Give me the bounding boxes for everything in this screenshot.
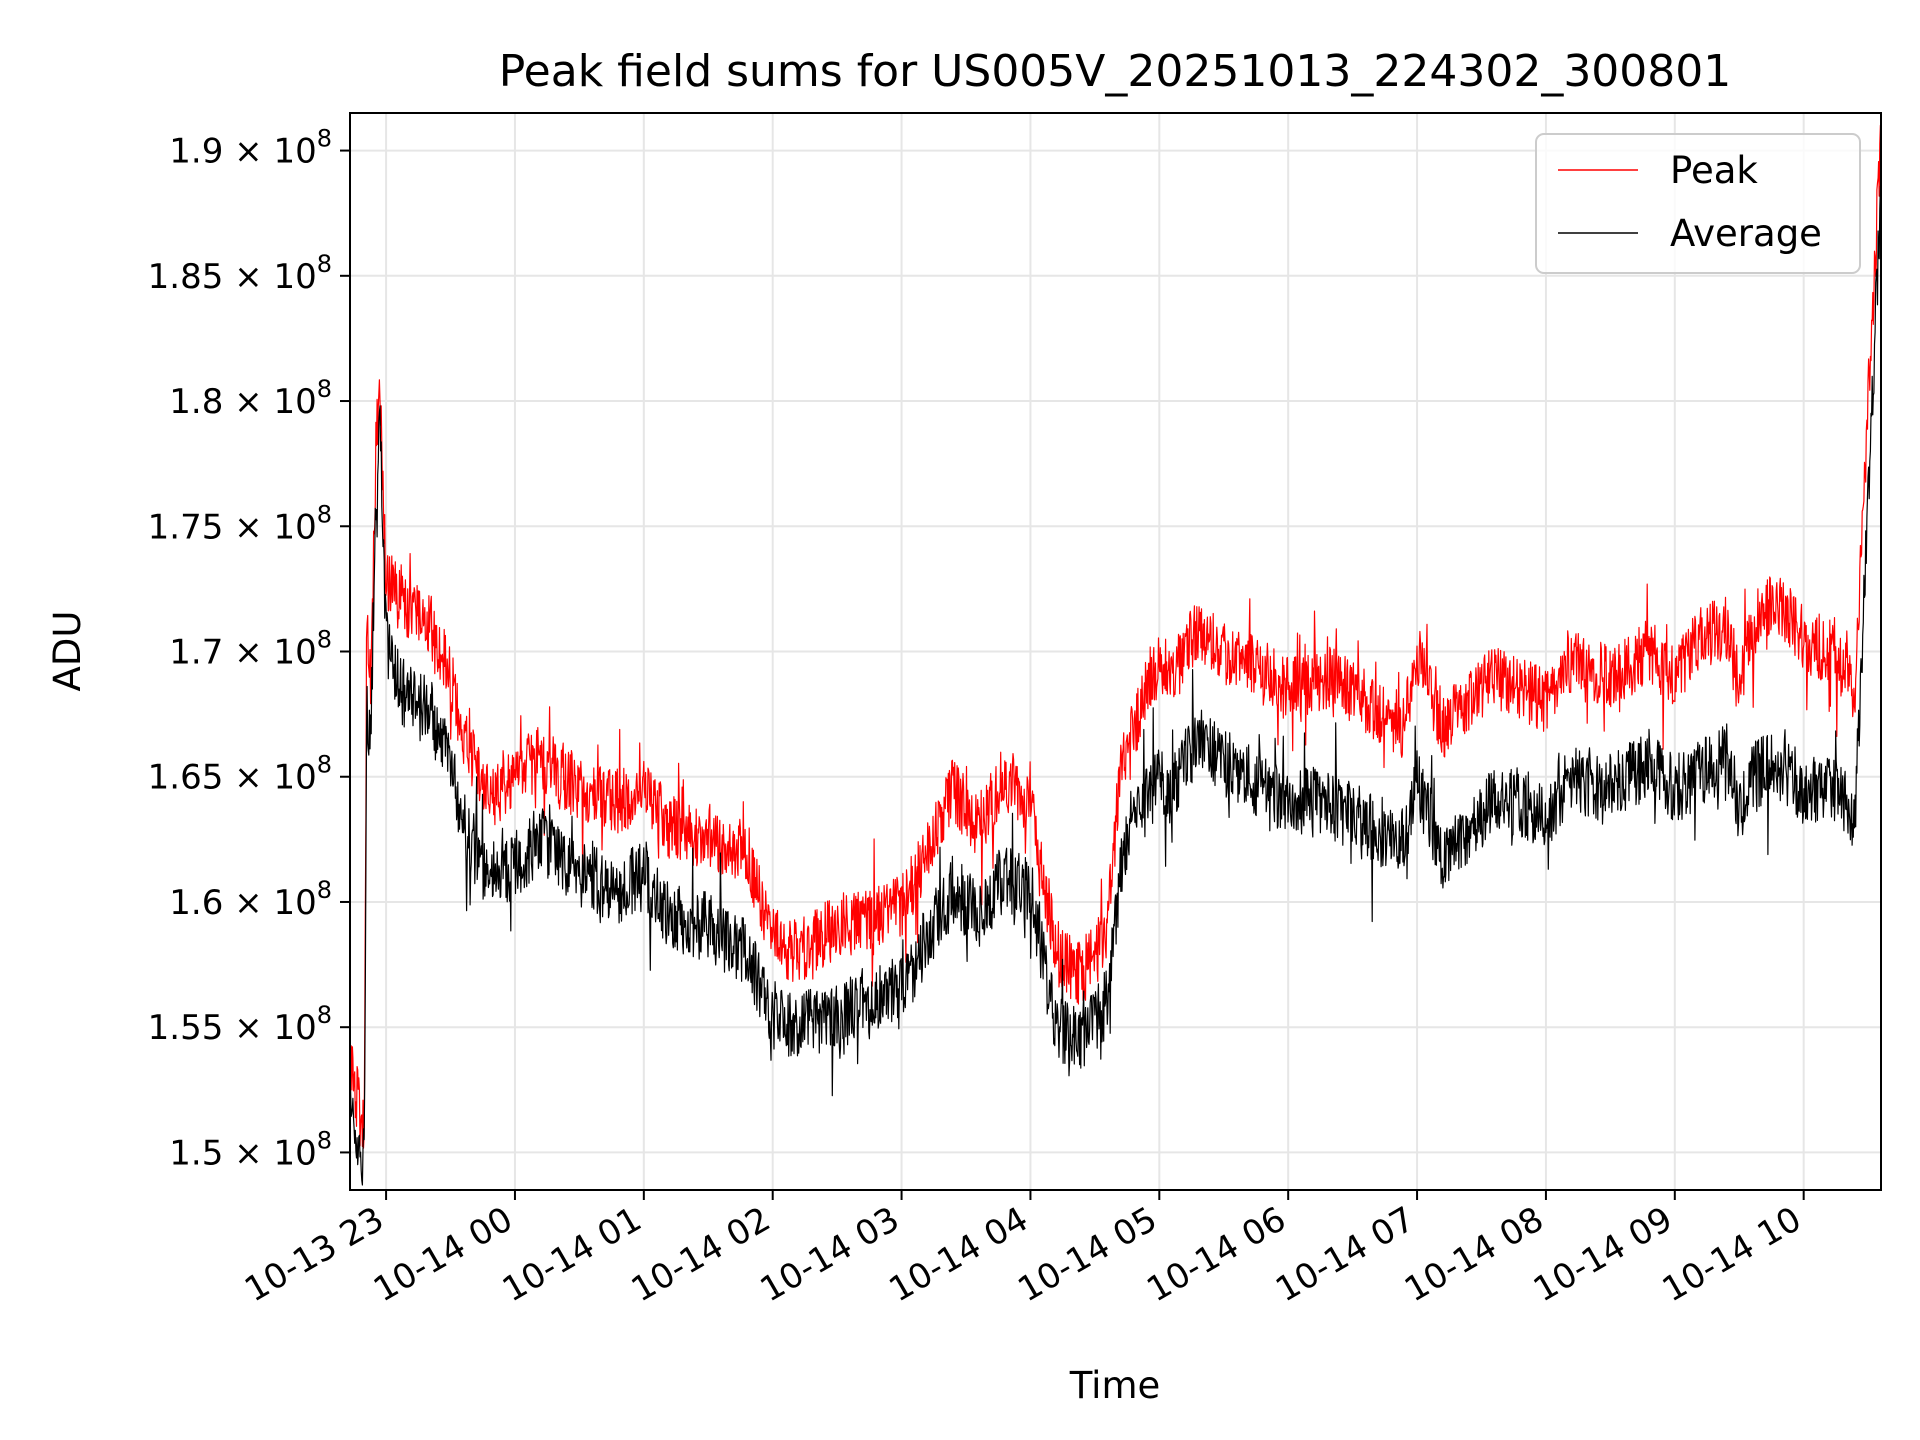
series-peak-line <box>349 124 1882 1149</box>
grid-layer <box>350 113 1881 1190</box>
y-tick-label: 1.6 × 108 <box>169 876 332 923</box>
y-tick-label: 1.5 × 108 <box>169 1126 332 1173</box>
y-tick-label: 1.55 × 108 <box>148 1001 332 1048</box>
y-tick-label: 1.85 × 108 <box>148 250 332 297</box>
legend-peak-label: Peak <box>1670 149 1758 192</box>
y-tick-label: 1.7 × 108 <box>169 626 332 673</box>
y-axis: 1.5 × 108 1.55 × 108 1.6 × 108 1.65 × 108 1.… <box>148 125 350 1173</box>
y-tick-label: 1.65 × 108 <box>148 751 332 798</box>
y-axis-label: ADU <box>46 611 89 692</box>
y-tick-label: 1.75 × 108 <box>148 500 332 547</box>
series-average-line <box>349 185 1882 1186</box>
series-layer <box>349 124 1882 1186</box>
y-tick-label: 1.9 × 108 <box>169 125 332 172</box>
x-axis-label: Time <box>1069 1364 1161 1407</box>
legend-average-label: Average <box>1670 212 1822 255</box>
y-tick-label: 1.8 × 108 <box>169 375 332 422</box>
chart-title: Peak field sums for US005V_20251013_2243… <box>499 46 1732 97</box>
legend-box <box>1535 133 1861 274</box>
legend: Peak Average <box>1535 133 1861 274</box>
